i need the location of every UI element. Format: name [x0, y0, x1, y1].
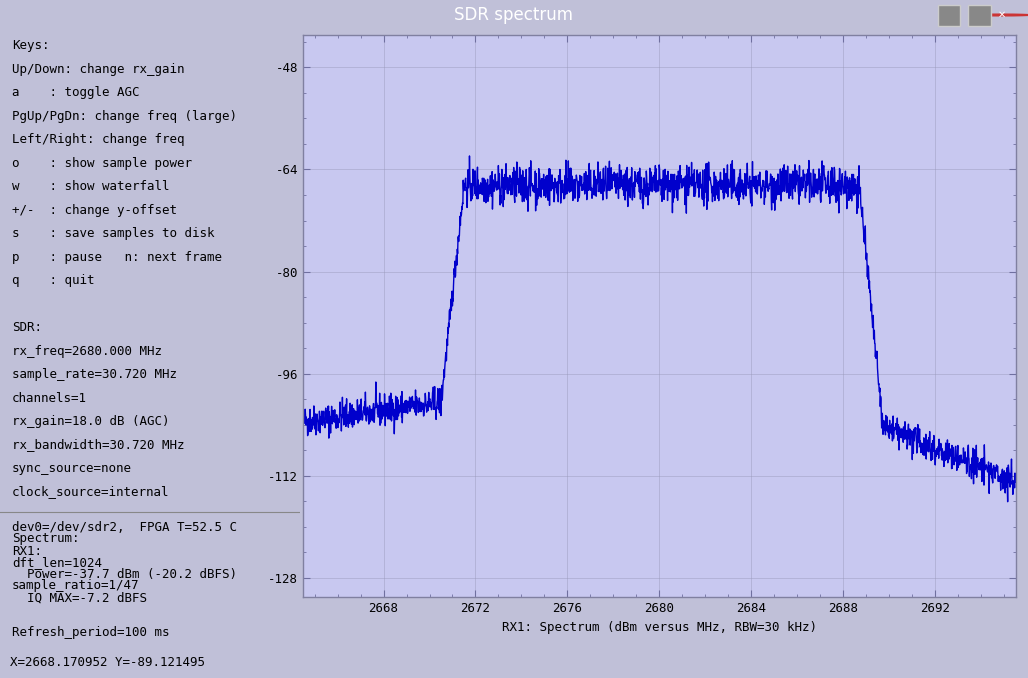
Text: rx_gain=18.0 dB (AGC): rx_gain=18.0 dB (AGC) — [12, 415, 170, 428]
Text: s    : save samples to disk: s : save samples to disk — [12, 227, 215, 240]
FancyBboxPatch shape — [938, 5, 960, 26]
Text: dev0=/dev/sdr2,  FPGA T=52.5 C: dev0=/dev/sdr2, FPGA T=52.5 C — [12, 521, 237, 534]
Text: +/-  : change y-offset: +/- : change y-offset — [12, 203, 177, 217]
Text: Keys:: Keys: — [12, 39, 49, 52]
Text: Up/Down: change rx_gain: Up/Down: change rx_gain — [12, 63, 184, 76]
Text: rx_freq=2680.000 MHz: rx_freq=2680.000 MHz — [12, 344, 162, 357]
Text: X=2668.170952 Y=-89.121495: X=2668.170952 Y=-89.121495 — [10, 656, 206, 669]
Text: rx_bandwidth=30.720 MHz: rx_bandwidth=30.720 MHz — [12, 439, 184, 452]
Text: channels=1: channels=1 — [12, 391, 87, 405]
Text: Left/Right: change freq: Left/Right: change freq — [12, 133, 184, 146]
Text: Power=-37.7 dBm (-20.2 dBFS): Power=-37.7 dBm (-20.2 dBFS) — [12, 568, 237, 581]
Text: a    : toggle AGC: a : toggle AGC — [12, 86, 140, 99]
Text: ✕: ✕ — [998, 10, 1006, 20]
Text: IQ MAX=-7.2 dBFS: IQ MAX=-7.2 dBFS — [12, 592, 147, 605]
Text: sample_rate=30.720 MHz: sample_rate=30.720 MHz — [12, 368, 177, 381]
X-axis label: RX1: Spectrum (dBm versus MHz, RBW=30 kHz): RX1: Spectrum (dBm versus MHz, RBW=30 kH… — [502, 620, 817, 633]
Text: RX1:: RX1: — [12, 545, 42, 558]
Text: sync_source=none: sync_source=none — [12, 462, 132, 475]
Text: Spectrum:: Spectrum: — [12, 532, 79, 545]
Text: PgUp/PgDn: change freq (large): PgUp/PgDn: change freq (large) — [12, 110, 237, 123]
Text: SDR:: SDR: — [12, 321, 42, 334]
Text: dft_len=1024: dft_len=1024 — [12, 556, 102, 569]
Text: w    : show waterfall: w : show waterfall — [12, 180, 170, 193]
Text: Refresh_period=100 ms: Refresh_period=100 ms — [12, 626, 170, 639]
Text: sample_ratio=1/47: sample_ratio=1/47 — [12, 580, 140, 593]
FancyBboxPatch shape — [968, 5, 991, 26]
Text: q    : quit: q : quit — [12, 274, 95, 287]
Text: clock_source=internal: clock_source=internal — [12, 485, 170, 498]
Text: p    : pause   n: next frame: p : pause n: next frame — [12, 251, 222, 264]
Text: o    : show sample power: o : show sample power — [12, 157, 192, 170]
Text: SDR spectrum: SDR spectrum — [454, 6, 574, 24]
Circle shape — [974, 14, 1028, 16]
